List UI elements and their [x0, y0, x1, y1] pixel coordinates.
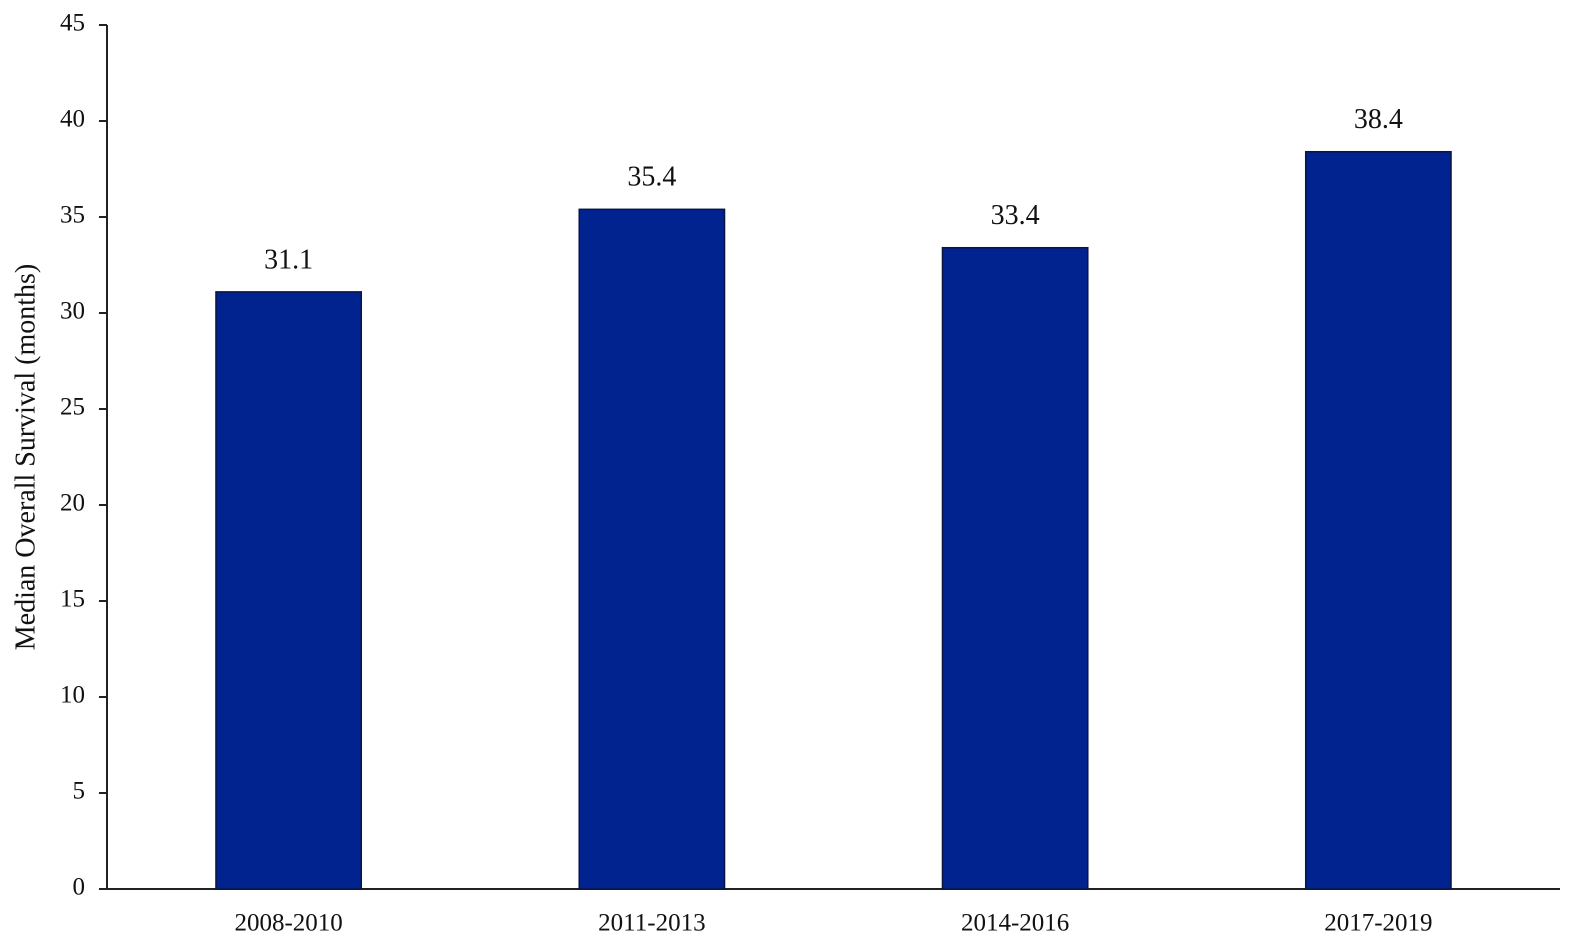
bar: [578, 208, 726, 890]
x-tick-label: 2008-2010: [234, 910, 342, 937]
y-tick-label: 35: [60, 202, 85, 229]
y-tick-label: 30: [60, 298, 85, 325]
data-label: 31.1: [264, 244, 313, 275]
data-label: 35.4: [627, 162, 676, 193]
bar: [941, 246, 1089, 890]
y-tick-label: 20: [60, 490, 85, 517]
bar: [1304, 150, 1452, 890]
x-tick-label: 2014-2016: [961, 910, 1069, 937]
bar: [215, 291, 363, 890]
y-tick-label: 45: [60, 10, 85, 37]
y-axis-label: Median Overall Survival (months): [10, 264, 41, 650]
y-tick-label: 15: [60, 586, 85, 613]
x-tick-label: 2017-2019: [1324, 910, 1432, 937]
y-tick-label: 10: [60, 682, 85, 709]
y-tick-label: 0: [73, 874, 86, 901]
y-tick-label: 25: [60, 394, 85, 421]
y-tick-label: 5: [73, 778, 86, 805]
y-tick-label: 40: [60, 106, 85, 133]
x-tick-label: 2011-2013: [598, 910, 705, 937]
data-label: 33.4: [991, 200, 1040, 231]
data-label: 38.4: [1354, 104, 1403, 135]
